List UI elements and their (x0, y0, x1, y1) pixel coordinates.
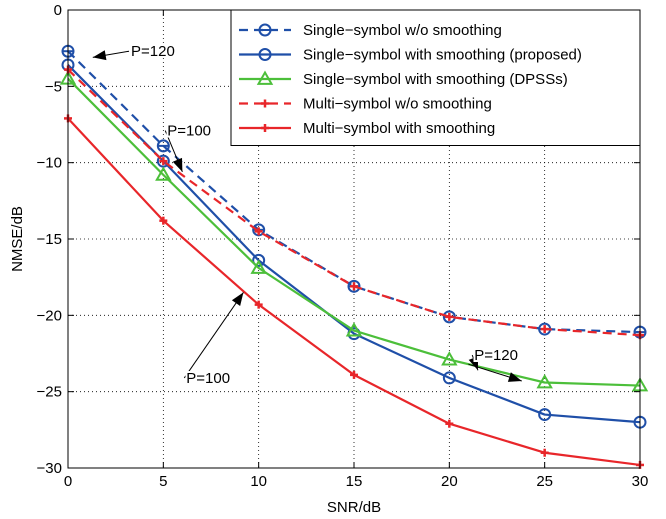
marker-circle (252, 253, 266, 267)
y-tick-label: −30 (37, 460, 62, 477)
x-axis-label: SNR/dB (327, 499, 381, 516)
legend: Single−symbol w/o smoothing Single−symbol… (230, 9, 641, 146)
data-point (540, 448, 549, 457)
annotation: P=120 (92, 41, 177, 62)
y-tick-label: 0 (54, 2, 62, 19)
legend-box (230, 9, 641, 146)
data-point (441, 351, 458, 366)
annotation-arrow-head (92, 50, 107, 61)
series-line (67, 77, 641, 387)
y-tick-label: −15 (37, 231, 62, 248)
annotation-label: P=120 (474, 347, 518, 364)
data-point (254, 300, 263, 309)
legend-label: Single−symbol w/o smoothing (303, 22, 502, 39)
x-tick-label: 5 (159, 473, 167, 490)
marker-circle (258, 48, 272, 61)
data-point (445, 312, 454, 321)
x-tick-label: 0 (64, 473, 72, 490)
data-point (250, 259, 267, 274)
legend-label: Multi−symbol w/o smoothing (303, 96, 492, 113)
legend-entry: Multi−symbol with smoothing (239, 120, 495, 137)
annotation-label: P=100 (186, 370, 230, 387)
data-point (254, 227, 263, 236)
marker-triangle (256, 70, 274, 85)
data-point (159, 216, 168, 225)
x-tick-label: 20 (441, 473, 458, 490)
marker-triangle (441, 351, 458, 366)
legend-entry: Single−symbol with smoothing (proposed) (239, 47, 582, 64)
legend-entry: Multi−symbol w/o smoothing (239, 96, 492, 113)
marker-triangle (536, 373, 553, 389)
data-point (345, 322, 363, 337)
y-tick-label: −20 (37, 307, 62, 324)
data-point (350, 370, 358, 379)
marker-circle (442, 371, 456, 385)
annotation (468, 363, 522, 382)
data-point (445, 419, 454, 428)
annotation-label: P=120 (131, 43, 175, 60)
annotation-arrow-head (172, 157, 183, 172)
annotation: P=100 (183, 292, 244, 389)
legend-label: Single−symbol with smoothing (DPSSs) (303, 71, 568, 88)
y-axis-label: NMSE/dB (9, 206, 26, 272)
data-point (156, 139, 170, 153)
annotation-arrow-line (183, 292, 244, 379)
y-tick-label: −5 (45, 78, 62, 95)
series-3 (59, 70, 649, 392)
marker-triangle (250, 259, 267, 274)
legend-entry: Single−symbol w/o smoothing (239, 22, 502, 39)
annotation: P=100 (164, 121, 213, 173)
data-point (252, 253, 266, 267)
data-point (159, 157, 168, 166)
annotations: P=120 P=100 P=100 P=120 (92, 41, 522, 389)
annotation: P=120 (468, 345, 520, 371)
marker-triangle (345, 322, 363, 337)
annotation-label: P=100 (167, 123, 211, 140)
marker-triangle (155, 166, 172, 181)
annotation-arrow-head (507, 372, 522, 382)
y-tick-label: −25 (37, 384, 62, 401)
x-tick-label: 30 (632, 473, 649, 490)
annotation-arrow-head (231, 292, 244, 306)
data-point (155, 166, 172, 181)
legend-label: Multi−symbol with smoothing (303, 120, 495, 137)
legend-label: Single−symbol with smoothing (proposed) (303, 47, 582, 64)
x-tick-label: 25 (536, 473, 553, 490)
data-point (442, 371, 456, 385)
legend-entry: Single−symbol with smoothing (DPSSs) (239, 70, 568, 88)
x-tick-label: 10 (250, 473, 267, 490)
y-tick-label: −10 (37, 155, 62, 172)
data-point (350, 282, 358, 291)
data-point (540, 325, 549, 334)
axes: 0 5 10 15 20 25 30 0 −5 −10 −15 −20 −25 −30 (37, 2, 649, 490)
data-point (538, 408, 552, 422)
data-point (536, 373, 553, 389)
x-tick-label: 15 (346, 473, 363, 490)
marker-circle (538, 408, 552, 422)
